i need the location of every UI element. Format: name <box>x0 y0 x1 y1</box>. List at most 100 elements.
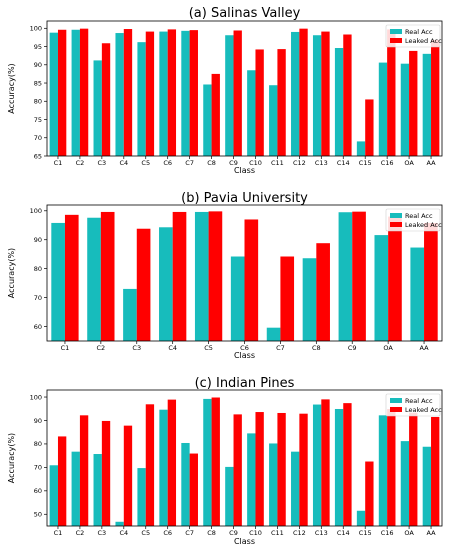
bar-real-c14 <box>334 48 344 156</box>
bar-leaked-c4 <box>123 425 133 526</box>
bar-real-c13 <box>312 35 322 156</box>
bar-leaked-c14 <box>343 403 352 526</box>
x-tick-label: C12 <box>293 159 306 167</box>
x-tick-label: C11 <box>271 529 284 537</box>
chart-3: (c) Indian Pines 50 60 70 80 90 100 C1 C2 C3 C4 C5 C… <box>7 376 443 546</box>
y-tick-label: 95 <box>34 43 42 51</box>
bar-leaked-c9 <box>233 414 242 526</box>
x-tick-label: AA <box>426 159 436 167</box>
bar-real-c1 <box>49 32 58 156</box>
x-tick-label: AA <box>426 529 436 537</box>
x-tick-label: C7 <box>276 344 285 352</box>
legend-swatch-real <box>390 213 402 218</box>
y-tick-label: 100 <box>30 207 42 215</box>
legend-label-leaked: Leaked Acc <box>405 37 442 45</box>
legend-label-real: Real Acc <box>405 397 433 405</box>
x-tick-label: C16 <box>381 529 394 537</box>
x-tick-label: C9 <box>229 159 238 167</box>
x-tick-label: C4 <box>119 159 128 167</box>
x-tick-label: C6 <box>240 344 249 352</box>
bar-leaked-c8 <box>211 73 220 156</box>
bar-leaked-c3 <box>101 43 111 156</box>
bar-leaked-c2 <box>79 415 89 526</box>
legend-swatch-real <box>390 29 402 34</box>
bar-leaked-c9 <box>233 30 242 156</box>
bar-real-c9 <box>225 466 234 526</box>
x-tick-label: C2 <box>97 344 106 352</box>
legend-swatch-real <box>390 398 402 403</box>
x-tick-label: C7 <box>185 529 194 537</box>
bar-leaked-c1 <box>64 214 79 341</box>
x-tick-label: C12 <box>293 529 306 537</box>
x-tick-label: C13 <box>315 529 328 537</box>
x-tick-label: C10 <box>249 159 262 167</box>
y-tick-label: 60 <box>34 323 42 331</box>
x-tick-label: C13 <box>315 159 328 167</box>
x-tick-label: C2 <box>76 159 85 167</box>
bar-leaked-c3 <box>136 228 151 341</box>
bar-real-c3 <box>93 60 102 156</box>
x-tick-label: C5 <box>204 344 213 352</box>
x-tick-label: C4 <box>168 344 177 352</box>
legend-label-real: Real Acc <box>405 212 433 220</box>
bar-real-c5 <box>194 211 209 341</box>
bar-leaked-c2 <box>100 211 115 341</box>
x-tick-label: C7 <box>185 159 194 167</box>
bar-leaked-c16 <box>387 408 396 526</box>
x-tick-label: AA <box>420 344 430 352</box>
bar-leaked-c10 <box>255 49 264 157</box>
bar-real-c5 <box>137 468 146 526</box>
bar-real-c2 <box>87 217 101 341</box>
bar-leaked-aa <box>431 416 440 526</box>
bar-real-c10 <box>247 433 256 526</box>
bar-real-aa <box>410 247 425 341</box>
x-tick-label: C15 <box>359 529 372 537</box>
plot-frame <box>46 20 443 157</box>
chart-title: (b) Pavia University <box>181 191 308 206</box>
y-tick-label: 85 <box>34 79 42 87</box>
bar-leaked-c5 <box>208 211 223 341</box>
bar-leaked-c7 <box>280 256 295 341</box>
chart-title: (c) Indian Pines <box>195 376 295 391</box>
bar-leaked-c1 <box>57 436 67 526</box>
x-tick-label: C3 <box>98 159 107 167</box>
bar-leaked-c6 <box>167 29 177 156</box>
bar-real-c5 <box>137 42 146 156</box>
chart-title: (a) Salinas Valley <box>189 6 301 21</box>
bar-leaked-c8 <box>316 243 330 341</box>
bar-real-c4 <box>115 521 124 526</box>
bar-real-c15 <box>356 510 366 526</box>
bar-real-c11 <box>269 85 278 156</box>
bar-real-c1 <box>49 465 58 526</box>
bar-leaked-c16 <box>387 29 396 156</box>
bar-leaked-c11 <box>277 412 286 526</box>
legend-label-leaked: Leaked Acc <box>405 406 442 414</box>
x-tick-label: C3 <box>132 344 141 352</box>
x-tick-label: C8 <box>207 529 216 537</box>
x-tick-label: C9 <box>348 344 357 352</box>
bar-real-c12 <box>291 31 300 156</box>
bar-leaked-c6 <box>167 399 177 526</box>
bar-leaked-c5 <box>145 404 155 526</box>
legend-swatch-leaked <box>390 222 402 227</box>
bar-real-c14 <box>334 408 344 526</box>
x-tick-label: C4 <box>119 529 128 537</box>
y-tick-label: 60 <box>34 487 42 495</box>
bar-real-aa <box>422 446 432 526</box>
y-tick-label: 70 <box>34 134 42 142</box>
x-axis-label: Class <box>234 351 255 360</box>
x-tick-label: OA <box>383 344 393 352</box>
bar-real-c11 <box>269 443 278 526</box>
bar-leaked-c7 <box>189 30 198 157</box>
bar-real-oa <box>400 441 410 526</box>
x-tick-label: C14 <box>337 159 350 167</box>
bar-leaked-c12 <box>299 28 308 156</box>
bar-leaked-c8 <box>211 397 220 526</box>
bar-leaked-c11 <box>277 49 286 157</box>
x-tick-label: C6 <box>163 159 172 167</box>
x-tick-label: C3 <box>98 529 107 537</box>
bar-real-c4 <box>159 227 173 341</box>
y-tick-label: 70 <box>34 294 42 302</box>
bar-real-c6 <box>230 256 245 341</box>
bar-real-c15 <box>356 141 366 156</box>
